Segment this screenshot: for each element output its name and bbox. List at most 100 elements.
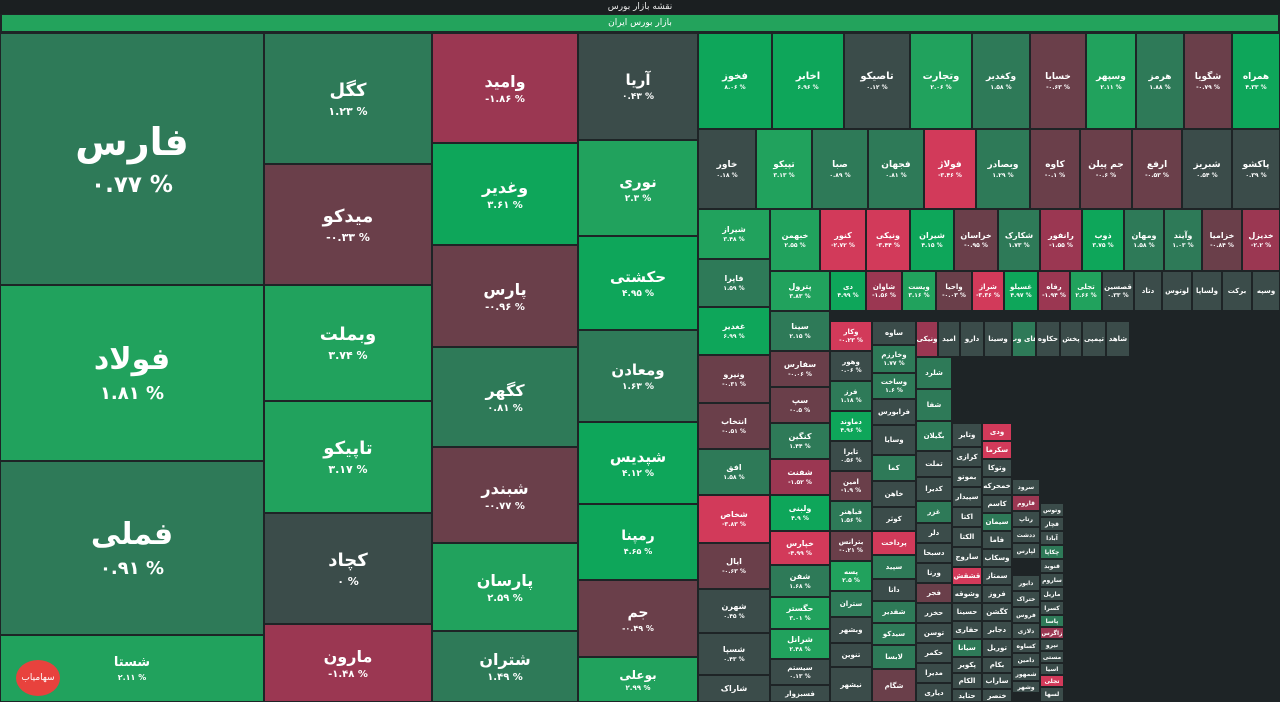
treemap-tile[interactable]: ماریل xyxy=(1040,587,1064,601)
treemap-tile[interactable]: بگیلان xyxy=(916,421,952,451)
treemap-tile[interactable]: کساوه xyxy=(1012,639,1040,653)
treemap-tile[interactable]: خبهمن ۲.۵۵ % xyxy=(770,209,820,271)
treemap-tile[interactable]: ساراب xyxy=(982,673,1012,689)
treemap-tile[interactable]: فخوز ۸.۰۶ % xyxy=(698,33,772,129)
treemap-tile[interactable]: توریل xyxy=(982,639,1012,657)
treemap-tile[interactable]: پرداخت xyxy=(872,531,916,555)
treemap-tile[interactable]: پاکشو ۰.۳۹ % xyxy=(1232,129,1280,209)
treemap-tile[interactable]: بترانس -۰.۲۱ % xyxy=(830,531,872,561)
treemap-tile[interactable]: سپیدار xyxy=(952,487,982,507)
treemap-tile[interactable]: اسیا xyxy=(1040,663,1064,675)
treemap-tile[interactable]: دیاری xyxy=(916,683,952,702)
treemap-tile[interactable]: سپ -۰.۵ % xyxy=(770,387,830,423)
treemap-tile[interactable]: پسه ۲.۵ % xyxy=(830,561,872,591)
treemap-tile[interactable]: فسبزوار xyxy=(770,685,830,702)
treemap-tile[interactable]: حخزر xyxy=(916,603,952,623)
treemap-tile[interactable]: فروز xyxy=(982,585,1012,603)
treemap-tile[interactable]: سیمان xyxy=(982,513,1012,531)
treemap-tile[interactable]: وکار -۰.۲۳ % xyxy=(830,321,872,351)
treemap-tile[interactable]: برکت xyxy=(1222,271,1252,311)
treemap-tile[interactable]: رتاپ xyxy=(1012,511,1040,527)
treemap-tile[interactable]: تنوین xyxy=(830,643,872,667)
treemap-tile[interactable]: امید xyxy=(938,321,960,357)
treemap-tile[interactable]: دماوند ۴.۹۶ % xyxy=(830,411,872,441)
treemap-tile[interactable]: میدکو -۰.۳۳ % xyxy=(264,164,432,285)
treemap-tile[interactable]: پخش xyxy=(1060,321,1082,357)
treemap-tile[interactable]: شرانل ۲.۴۸ % xyxy=(770,629,830,659)
treemap-tile[interactable]: امین -۱.۹ % xyxy=(830,471,872,501)
treemap-tile[interactable]: خدیزل -۲.۲ % xyxy=(1242,209,1280,271)
treemap-tile[interactable]: کاسم xyxy=(982,495,1012,513)
treemap-tile[interactable]: حتاید xyxy=(952,689,982,702)
treemap-tile[interactable]: نیشهر xyxy=(830,667,872,702)
treemap-tile[interactable]: حکشتی ۴.۹۵ % xyxy=(578,236,698,330)
treemap-tile[interactable]: افق ۱.۵۸ % xyxy=(698,449,770,495)
treemap-tile[interactable]: نوری ۲.۳ % xyxy=(578,140,698,236)
treemap-tile[interactable]: ورنا xyxy=(916,563,952,583)
treemap-tile[interactable]: جم پیلن -۰.۶ % xyxy=(1080,129,1132,209)
treemap-tile[interactable]: کچاد ۰ % xyxy=(264,513,432,624)
treemap-tile[interactable]: فاپرا ۱.۵۹ % xyxy=(698,259,770,307)
treemap-tile[interactable]: وبشهر xyxy=(830,617,872,643)
treemap-tile[interactable]: اکتا xyxy=(952,507,982,527)
treemap-tile[interactable]: اخابر ۶.۹۶ % xyxy=(772,33,844,129)
treemap-tile[interactable]: لوتوس xyxy=(1162,271,1192,311)
treemap-tile[interactable]: زاگرس xyxy=(1040,627,1064,639)
treemap-tile[interactable]: تپمپی xyxy=(1082,321,1106,357)
treemap-tile[interactable]: شبندر -۰.۷۷ % xyxy=(432,447,578,543)
treemap-tile[interactable]: توسن xyxy=(916,623,952,643)
treemap-tile[interactable]: شمهور xyxy=(1012,667,1040,681)
treemap-tile[interactable]: خنصر xyxy=(982,689,1012,702)
treemap-tile[interactable]: سمتاز xyxy=(982,567,1012,585)
treemap-tile[interactable]: شراز -۳.۳۶ % xyxy=(972,271,1004,311)
treemap-tile[interactable]: ومهان ۱.۵۸ % xyxy=(1124,209,1164,271)
treemap-tile[interactable]: شیراز ۳.۴۸ % xyxy=(698,209,770,259)
treemap-tile[interactable]: فروس xyxy=(1012,607,1040,623)
treemap-tile[interactable]: خراسان -۰.۹۵ % xyxy=(954,209,998,271)
treemap-tile[interactable]: غغدیر ۶.۹۹ % xyxy=(698,307,770,355)
treemap-tile[interactable]: وبملت ۳.۷۴ % xyxy=(264,285,432,401)
treemap-tile[interactable]: تاصیکو ۰.۱۲ % xyxy=(844,33,910,129)
treemap-tile[interactable]: فاما xyxy=(982,531,1012,549)
treemap-tile[interactable]: وسپهر ۲.۱۱ % xyxy=(1086,33,1136,129)
treemap-tile[interactable]: ددشت xyxy=(1012,527,1040,543)
treemap-tile[interactable]: تاپیکو ۳.۱۷ % xyxy=(264,401,432,513)
treemap-tile[interactable]: سپید xyxy=(872,555,916,579)
treemap-tile[interactable]: تجلی ۲.۶۶ % xyxy=(1070,271,1102,311)
treemap-tile[interactable]: وشوقه xyxy=(952,585,982,603)
treemap-tile[interactable]: فولاژ -۳.۴۶ % xyxy=(924,129,976,209)
treemap-tile[interactable]: نیرو xyxy=(1040,639,1064,651)
treemap-tile[interactable]: های وب xyxy=(1012,321,1036,357)
treemap-tile[interactable]: غزر xyxy=(916,501,952,523)
treemap-tile[interactable]: سیستم ۰.۱۳ % xyxy=(770,659,830,685)
treemap-tile[interactable]: خزامیا -۰.۸۴ % xyxy=(1202,209,1242,271)
treemap-tile[interactable]: خسایا -۰.۶۳ % xyxy=(1030,33,1086,129)
treemap-tile[interactable]: بوعلی ۲.۹۹ % xyxy=(578,657,698,702)
treemap-tile[interactable]: آبادا xyxy=(1040,531,1064,545)
treemap-tile[interactable]: سیدکو xyxy=(872,623,916,645)
treemap-tile[interactable]: فرابورس xyxy=(872,399,916,425)
treemap-tile[interactable]: وسینا xyxy=(984,321,1012,357)
treemap-tile[interactable]: شاهد xyxy=(1106,321,1130,357)
treemap-tile[interactable]: ونیرو -۰.۳۱ % xyxy=(698,355,770,403)
treemap-tile[interactable]: شلرد xyxy=(916,357,952,389)
treemap-tile[interactable]: ختراک xyxy=(1012,591,1040,607)
treemap-tile[interactable]: شخاص -۳.۸۳ % xyxy=(698,495,770,543)
treemap-tile[interactable]: قشقش xyxy=(952,567,982,585)
treemap-tile[interactable]: مدیرا xyxy=(916,663,952,683)
treemap-tile[interactable]: شفنت -۱.۵۲ % xyxy=(770,459,830,495)
treemap-tile[interactable]: ومعادن ۱.۶۳ % xyxy=(578,330,698,422)
treemap-tile[interactable]: بکام xyxy=(982,657,1012,673)
treemap-tile[interactable]: شگویا -۰.۷۹ % xyxy=(1184,33,1232,129)
treemap-tile[interactable]: شگام xyxy=(872,669,916,702)
treemap-tile[interactable]: ایال -۰.۶۳ % xyxy=(698,543,770,589)
treemap-tile[interactable]: فملی ۰.۹۱ % xyxy=(0,461,264,635)
treemap-tile[interactable]: ولساپا xyxy=(1192,271,1222,311)
treemap-tile[interactable]: کسرا xyxy=(1040,601,1064,615)
treemap-tile[interactable]: آریا ۰.۴۳ % xyxy=(578,33,698,140)
treemap-tile[interactable]: پارس -۰.۹۶ % xyxy=(432,245,578,347)
treemap-tile[interactable]: وسپه xyxy=(1252,271,1280,311)
treemap-tile[interactable]: وسایا xyxy=(872,425,916,455)
treemap-tile[interactable]: تایرا ۰.۵۶ % xyxy=(830,441,872,471)
treemap-tile[interactable]: رانفور -۱.۵۵ % xyxy=(1040,209,1082,271)
